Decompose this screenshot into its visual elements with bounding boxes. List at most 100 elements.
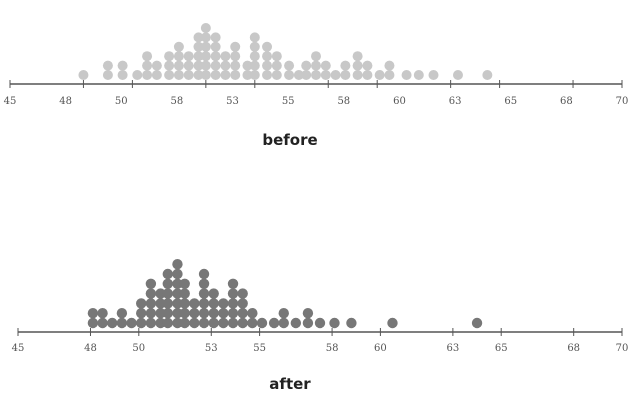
- tick-label: 65: [495, 343, 508, 354]
- data-dot: [193, 51, 204, 62]
- data-dot: [162, 317, 173, 329]
- data-dot: [162, 308, 173, 319]
- data-dot: [87, 308, 99, 319]
- tick-label: 63: [447, 343, 460, 354]
- data-dot: [230, 70, 241, 80]
- data-dot: [136, 317, 147, 329]
- tick-label: 65: [504, 96, 517, 107]
- before-panel: 45 48 50 58 53 55 58 60 63 65 68 70 before: [4, 23, 628, 149]
- data-dot: [198, 288, 210, 299]
- data-dot: [320, 60, 331, 71]
- tick-label: 45: [4, 96, 17, 107]
- data-dot: [249, 51, 260, 62]
- data-dot: [107, 317, 118, 329]
- data-dot: [162, 268, 173, 280]
- data-dot: [262, 51, 273, 62]
- data-dot: [428, 70, 439, 80]
- data-dot: [179, 298, 190, 309]
- data-dot: [162, 278, 173, 289]
- data-dot: [271, 60, 282, 71]
- data-dot: [220, 51, 231, 62]
- data-dot: [227, 288, 239, 299]
- data-dot: [102, 70, 113, 80]
- data-dot: [200, 41, 211, 52]
- data-dot: [227, 317, 239, 329]
- data-dot: [172, 288, 183, 299]
- data-dot: [237, 298, 248, 309]
- data-dot: [173, 41, 184, 52]
- data-dot: [172, 298, 183, 309]
- data-dot: [387, 317, 398, 329]
- tick-label: 45: [12, 343, 25, 354]
- data-dot: [179, 288, 190, 299]
- data-dot: [145, 278, 157, 289]
- tick-label: 68: [560, 96, 573, 107]
- data-dot: [314, 317, 326, 329]
- data-dot: [268, 317, 280, 329]
- tick-label: 48: [59, 96, 72, 107]
- data-dot: [249, 60, 260, 71]
- data-dot: [200, 51, 211, 62]
- data-dot: [237, 308, 248, 319]
- data-dot: [183, 70, 194, 80]
- after-ticks: 45 48 50 53 55 58 60 63 65 68 70: [12, 328, 628, 354]
- data-dot: [172, 268, 183, 280]
- data-dot: [237, 288, 248, 299]
- data-dot: [164, 60, 175, 71]
- data-dot: [401, 70, 412, 80]
- data-dot: [117, 70, 128, 80]
- data-dot: [198, 317, 210, 329]
- data-dot: [193, 60, 204, 71]
- tick-label: 60: [393, 96, 406, 107]
- tick-label: 58: [326, 343, 339, 354]
- data-dot: [362, 70, 373, 80]
- data-dot: [193, 70, 204, 80]
- data-dot: [210, 70, 221, 80]
- data-dot: [172, 259, 183, 270]
- data-dot: [242, 70, 253, 80]
- data-dot: [384, 70, 395, 80]
- data-dot: [193, 32, 204, 43]
- data-dot: [249, 70, 260, 80]
- data-dot: [162, 288, 173, 299]
- tick-label: 63: [449, 96, 462, 107]
- data-dot: [249, 41, 260, 52]
- data-dot: [198, 308, 210, 319]
- data-dot: [301, 70, 312, 80]
- data-dot: [172, 308, 183, 319]
- data-dot: [189, 308, 200, 319]
- data-dot: [162, 298, 173, 309]
- data-dot: [311, 60, 321, 71]
- tick-label: 55: [253, 343, 266, 354]
- data-dot: [413, 70, 424, 80]
- data-dot: [247, 317, 258, 329]
- data-dot: [302, 308, 314, 319]
- data-dot: [290, 317, 302, 329]
- data-dot: [200, 70, 211, 80]
- data-dot: [220, 70, 231, 80]
- data-dot: [173, 60, 184, 71]
- data-dot: [179, 317, 190, 329]
- data-dot: [116, 317, 128, 329]
- tick-label: 53: [205, 343, 218, 354]
- data-dot: [136, 308, 147, 319]
- data-dot: [256, 317, 268, 329]
- before-dots: [78, 23, 493, 80]
- data-dot: [155, 308, 166, 319]
- tick-label: 58: [337, 96, 350, 107]
- data-dot: [198, 268, 210, 280]
- data-dot: [362, 60, 373, 71]
- data-dot: [262, 41, 273, 52]
- data-dot: [262, 70, 273, 80]
- tick-label: 50: [115, 96, 128, 107]
- data-dot: [155, 317, 166, 329]
- data-dot: [183, 51, 194, 62]
- data-dot: [247, 308, 258, 319]
- data-dot: [145, 317, 157, 329]
- data-dot: [116, 308, 128, 319]
- data-dot: [189, 317, 200, 329]
- data-dot: [237, 317, 248, 329]
- data-dot: [151, 60, 162, 71]
